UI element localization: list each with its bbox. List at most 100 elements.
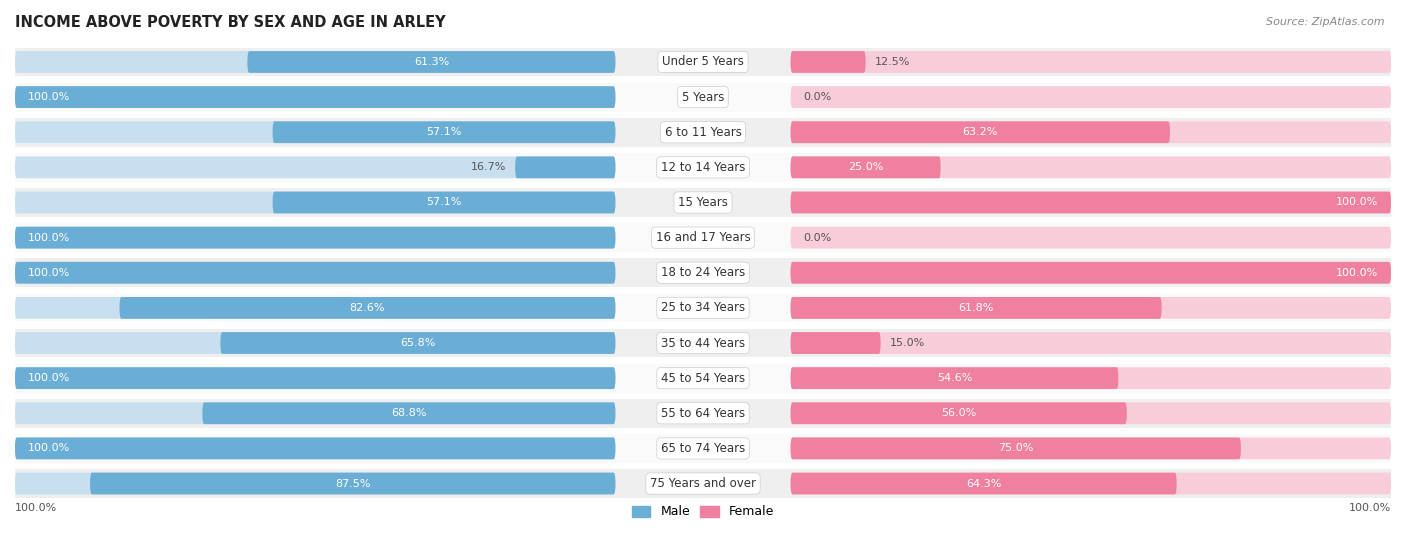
Text: 100.0%: 100.0%	[28, 373, 70, 383]
Bar	[15, 469, 1391, 498]
Text: 25 to 34 Years: 25 to 34 Years	[661, 301, 745, 314]
FancyBboxPatch shape	[790, 367, 1391, 389]
FancyBboxPatch shape	[15, 227, 616, 249]
FancyBboxPatch shape	[790, 157, 941, 178]
Bar	[15, 329, 1391, 357]
FancyBboxPatch shape	[15, 227, 616, 249]
FancyBboxPatch shape	[790, 121, 1391, 143]
FancyBboxPatch shape	[790, 157, 1391, 178]
FancyBboxPatch shape	[790, 332, 880, 354]
Text: 75.0%: 75.0%	[998, 443, 1033, 453]
FancyBboxPatch shape	[790, 438, 1391, 459]
FancyBboxPatch shape	[515, 157, 616, 178]
FancyBboxPatch shape	[15, 121, 616, 143]
FancyBboxPatch shape	[15, 473, 616, 494]
Text: 56.0%: 56.0%	[941, 408, 976, 418]
FancyBboxPatch shape	[15, 157, 616, 178]
Bar	[15, 83, 1391, 111]
FancyBboxPatch shape	[790, 438, 1241, 459]
Text: 100.0%: 100.0%	[1336, 268, 1378, 278]
FancyBboxPatch shape	[15, 297, 616, 319]
Text: 64.3%: 64.3%	[966, 479, 1001, 489]
Text: Under 5 Years: Under 5 Years	[662, 55, 744, 68]
Text: 54.6%: 54.6%	[936, 373, 972, 383]
Text: 63.2%: 63.2%	[963, 127, 998, 137]
FancyBboxPatch shape	[15, 367, 616, 389]
Text: 35 to 44 Years: 35 to 44 Years	[661, 337, 745, 349]
Bar	[15, 399, 1391, 428]
FancyBboxPatch shape	[15, 438, 616, 459]
Bar	[15, 188, 1391, 217]
FancyBboxPatch shape	[15, 438, 616, 459]
FancyBboxPatch shape	[15, 402, 616, 424]
Text: 15.0%: 15.0%	[890, 338, 925, 348]
Text: 18 to 24 Years: 18 to 24 Years	[661, 266, 745, 280]
FancyBboxPatch shape	[790, 332, 1391, 354]
Text: 100.0%: 100.0%	[28, 92, 70, 102]
FancyBboxPatch shape	[790, 473, 1391, 494]
Text: 100.0%: 100.0%	[28, 268, 70, 278]
Text: 6 to 11 Years: 6 to 11 Years	[665, 126, 741, 139]
FancyBboxPatch shape	[15, 262, 616, 283]
FancyBboxPatch shape	[790, 192, 1391, 214]
FancyBboxPatch shape	[790, 402, 1391, 424]
FancyBboxPatch shape	[790, 192, 1391, 214]
Legend: Male, Female: Male, Female	[627, 500, 779, 523]
Text: 12 to 14 Years: 12 to 14 Years	[661, 161, 745, 174]
Text: 55 to 64 Years: 55 to 64 Years	[661, 407, 745, 420]
Bar	[15, 153, 1391, 182]
FancyBboxPatch shape	[790, 297, 1161, 319]
FancyBboxPatch shape	[273, 192, 616, 214]
Bar	[15, 118, 1391, 146]
Text: 82.6%: 82.6%	[350, 303, 385, 313]
Text: 61.8%: 61.8%	[959, 303, 994, 313]
FancyBboxPatch shape	[790, 121, 1170, 143]
Text: 100.0%: 100.0%	[1336, 197, 1378, 207]
FancyBboxPatch shape	[790, 297, 1391, 319]
Bar	[15, 48, 1391, 77]
FancyBboxPatch shape	[15, 51, 616, 73]
FancyBboxPatch shape	[15, 86, 616, 108]
Text: 100.0%: 100.0%	[15, 503, 58, 513]
FancyBboxPatch shape	[790, 51, 866, 73]
FancyBboxPatch shape	[273, 121, 616, 143]
FancyBboxPatch shape	[90, 473, 616, 494]
Text: 68.8%: 68.8%	[391, 408, 426, 418]
FancyBboxPatch shape	[15, 262, 616, 283]
Text: 61.3%: 61.3%	[413, 57, 449, 67]
FancyBboxPatch shape	[790, 227, 1391, 249]
Text: 100.0%: 100.0%	[1348, 503, 1391, 513]
FancyBboxPatch shape	[221, 332, 616, 354]
FancyBboxPatch shape	[202, 402, 616, 424]
Bar	[15, 434, 1391, 463]
Text: 16 and 17 Years: 16 and 17 Years	[655, 231, 751, 244]
Text: 57.1%: 57.1%	[426, 197, 461, 207]
FancyBboxPatch shape	[790, 367, 1118, 389]
Text: 16.7%: 16.7%	[471, 162, 506, 172]
Text: 0.0%: 0.0%	[803, 92, 831, 102]
FancyBboxPatch shape	[790, 86, 1391, 108]
Text: 65.8%: 65.8%	[401, 338, 436, 348]
Text: 5 Years: 5 Years	[682, 91, 724, 103]
FancyBboxPatch shape	[120, 297, 616, 319]
Text: 65 to 74 Years: 65 to 74 Years	[661, 442, 745, 455]
FancyBboxPatch shape	[790, 402, 1126, 424]
Text: 15 Years: 15 Years	[678, 196, 728, 209]
FancyBboxPatch shape	[15, 367, 616, 389]
Text: 100.0%: 100.0%	[28, 443, 70, 453]
Text: 12.5%: 12.5%	[875, 57, 910, 67]
FancyBboxPatch shape	[15, 192, 616, 214]
Bar	[15, 364, 1391, 392]
Bar	[15, 258, 1391, 287]
Text: 0.0%: 0.0%	[803, 233, 831, 243]
Text: INCOME ABOVE POVERTY BY SEX AND AGE IN ARLEY: INCOME ABOVE POVERTY BY SEX AND AGE IN A…	[15, 15, 446, 30]
FancyBboxPatch shape	[247, 51, 616, 73]
Text: 25.0%: 25.0%	[848, 162, 883, 172]
FancyBboxPatch shape	[790, 51, 1391, 73]
Text: 45 to 54 Years: 45 to 54 Years	[661, 372, 745, 385]
FancyBboxPatch shape	[790, 262, 1391, 283]
Text: 100.0%: 100.0%	[28, 233, 70, 243]
Bar	[15, 223, 1391, 252]
Text: 57.1%: 57.1%	[426, 127, 461, 137]
FancyBboxPatch shape	[15, 86, 616, 108]
